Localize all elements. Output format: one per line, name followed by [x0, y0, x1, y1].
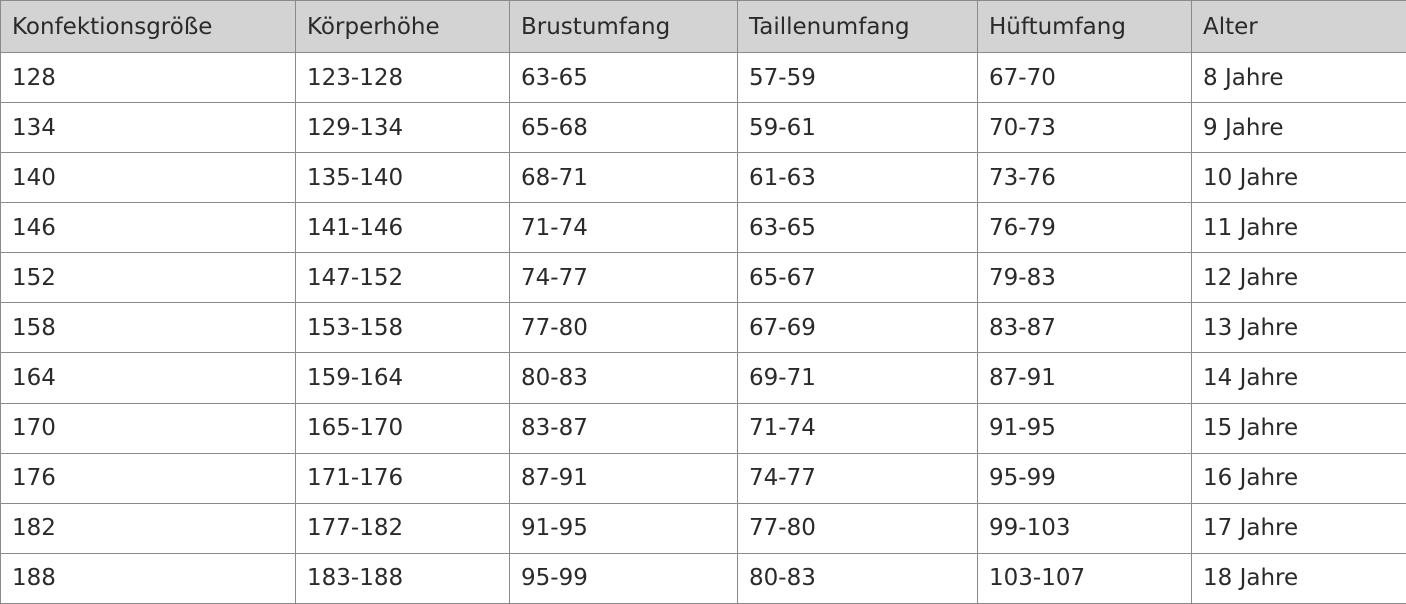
table-cell: 13 Jahre	[1191, 302, 1406, 354]
table-row: 182 177-182 91-95 77-80 99-103 17 Jahre	[0, 502, 1406, 554]
table-cell: 10 Jahre	[1191, 152, 1406, 204]
column-header: Taillenumfang	[737, 0, 978, 53]
table-cell: 183-188	[295, 552, 510, 604]
table-cell: 77-80	[737, 502, 978, 554]
table-cell: 103-107	[977, 552, 1192, 604]
table-cell: 14 Jahre	[1191, 352, 1406, 404]
table-cell: 65-68	[509, 102, 738, 154]
table-cell: 140	[0, 152, 296, 204]
column-header: Brustumfang	[509, 0, 738, 53]
table-cell: 68-71	[509, 152, 738, 204]
table-cell: 91-95	[977, 402, 1192, 454]
column-header: Alter	[1191, 0, 1406, 53]
table-cell: 83-87	[509, 402, 738, 454]
table-cell: 71-74	[737, 402, 978, 454]
table-cell: 158	[0, 302, 296, 354]
table-row: 134 129-134 65-68 59-61 70-73 9 Jahre	[0, 102, 1406, 154]
table-cell: 69-71	[737, 352, 978, 404]
table-cell: 57-59	[737, 51, 978, 104]
table-cell: 61-63	[737, 152, 978, 204]
table-cell: 67-69	[737, 302, 978, 354]
table-row: 146 141-146 71-74 63-65 76-79 11 Jahre	[0, 202, 1406, 254]
column-header: Körperhöhe	[295, 0, 510, 53]
table-cell: 76-79	[977, 202, 1192, 254]
column-header: Hüftumfang	[977, 0, 1192, 53]
table-row: 176 171-176 87-91 74-77 95-99 16 Jahre	[0, 452, 1406, 504]
table-cell: 15 Jahre	[1191, 402, 1406, 454]
table-row: 188 183-188 95-99 80-83 103-107 18 Jahre	[0, 552, 1406, 604]
table-row: 164 159-164 80-83 69-71 87-91 14 Jahre	[0, 352, 1406, 404]
table-cell: 8 Jahre	[1191, 51, 1406, 104]
table-cell: 170	[0, 402, 296, 454]
table-cell: 188	[0, 552, 296, 604]
table-cell: 152	[0, 252, 296, 304]
table-cell: 83-87	[977, 302, 1192, 354]
table-cell: 74-77	[509, 252, 738, 304]
table-cell: 171-176	[295, 452, 510, 504]
table-cell: 9 Jahre	[1191, 102, 1406, 154]
table-cell: 95-99	[509, 552, 738, 604]
table-cell: 59-61	[737, 102, 978, 154]
table-row: 170 165-170 83-87 71-74 91-95 15 Jahre	[0, 402, 1406, 454]
table-cell: 176	[0, 452, 296, 504]
table-cell: 11 Jahre	[1191, 202, 1406, 254]
table-cell: 16 Jahre	[1191, 452, 1406, 504]
table-cell: 129-134	[295, 102, 510, 154]
table-cell: 80-83	[737, 552, 978, 604]
table-row: 140 135-140 68-71 61-63 73-76 10 Jahre	[0, 152, 1406, 204]
table-cell: 147-152	[295, 252, 510, 304]
table-cell: 177-182	[295, 502, 510, 554]
table-cell: 65-67	[737, 252, 978, 304]
table-cell: 77-80	[509, 302, 738, 354]
table-cell: 87-91	[509, 452, 738, 504]
table-cell: 12 Jahre	[1191, 252, 1406, 304]
table-cell: 74-77	[737, 452, 978, 504]
table-cell: 73-76	[977, 152, 1192, 204]
table-cell: 18 Jahre	[1191, 552, 1406, 604]
table-cell: 128	[0, 51, 296, 104]
table-cell: 17 Jahre	[1191, 502, 1406, 554]
table-cell: 79-83	[977, 252, 1192, 304]
table-cell: 71-74	[509, 202, 738, 254]
table-cell: 146	[0, 202, 296, 254]
table-cell: 153-158	[295, 302, 510, 354]
table-cell: 95-99	[977, 452, 1192, 504]
table-cell: 165-170	[295, 402, 510, 454]
table-cell: 134	[0, 102, 296, 154]
table-row: 158 153-158 77-80 67-69 83-87 13 Jahre	[0, 302, 1406, 354]
table-cell: 159-164	[295, 352, 510, 404]
table-cell: 182	[0, 502, 296, 554]
table-cell: 70-73	[977, 102, 1192, 154]
table-row: 152 147-152 74-77 65-67 79-83 12 Jahre	[0, 252, 1406, 304]
table-cell: 80-83	[509, 352, 738, 404]
table-cell: 87-91	[977, 352, 1192, 404]
table-cell: 63-65	[737, 202, 978, 254]
table-row: 128 123-128 63-65 57-59 67-70 8 Jahre	[0, 51, 1406, 104]
table-cell: 123-128	[295, 51, 510, 104]
table-cell: 99-103	[977, 502, 1192, 554]
header-row: Konfektionsgröße Körperhöhe Brustumfang Tai…	[0, 0, 1406, 53]
table-cell: 135-140	[295, 152, 510, 204]
table-cell: 63-65	[509, 51, 738, 104]
table-cell: 91-95	[509, 502, 738, 554]
table-cell: 164	[0, 352, 296, 404]
column-header: Konfektionsgröße	[0, 0, 296, 53]
table-cell: 141-146	[295, 202, 510, 254]
table-cell: 67-70	[977, 51, 1192, 104]
